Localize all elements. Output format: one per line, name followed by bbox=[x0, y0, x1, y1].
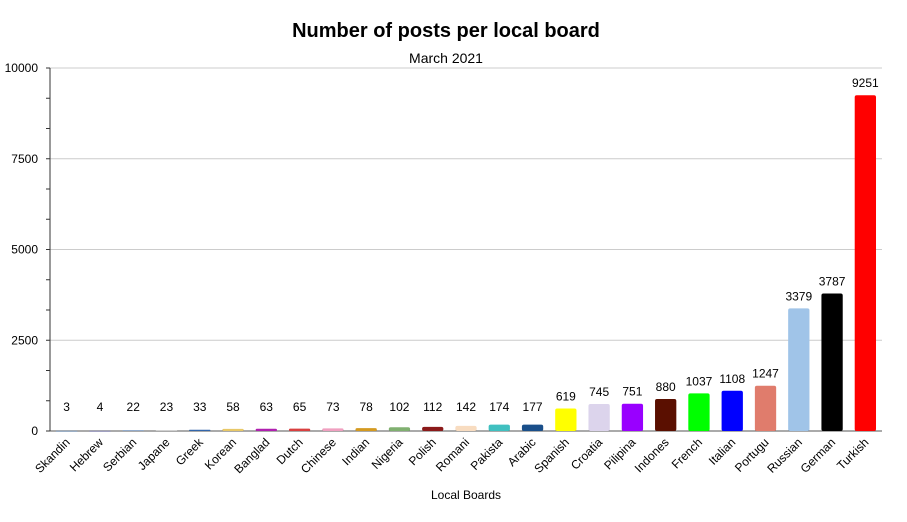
bar-arabic bbox=[521, 424, 544, 431]
bar-hebrew bbox=[89, 430, 111, 432]
data-label: 58 bbox=[226, 400, 240, 414]
y-tick-label: 2500 bbox=[11, 333, 38, 347]
data-label: 142 bbox=[456, 400, 476, 414]
bar-german bbox=[821, 293, 843, 431]
bar-french bbox=[688, 393, 710, 431]
data-labels: 3 4 22 23 33 58 63 65 73 78 102 112 142 174 177 619 745 7… bbox=[63, 76, 879, 414]
x-tick-label: Serbian bbox=[100, 435, 139, 474]
data-label: 112 bbox=[423, 400, 442, 414]
bar-greek bbox=[189, 429, 211, 431]
x-tick-label: Hebrew bbox=[67, 435, 106, 474]
data-label: 33 bbox=[193, 400, 207, 414]
bar-serbian bbox=[122, 430, 144, 431]
x-tick-label: Japane bbox=[135, 435, 173, 473]
data-label: 4 bbox=[97, 400, 104, 414]
data-label: 880 bbox=[656, 380, 676, 394]
bar-banglad bbox=[255, 428, 277, 431]
bar-spanish bbox=[555, 408, 577, 431]
y-tick-label: 5000 bbox=[11, 243, 38, 257]
bar-italian bbox=[721, 390, 743, 431]
data-label: 3379 bbox=[785, 289, 812, 303]
x-tick-label: Indones bbox=[632, 435, 672, 475]
bar-pakista bbox=[488, 424, 510, 431]
data-label: 23 bbox=[160, 400, 174, 414]
y-tick-label: 10000 bbox=[5, 61, 39, 75]
x-tick-label: French bbox=[669, 435, 705, 471]
bar-korean bbox=[222, 428, 244, 431]
bar-croatia bbox=[588, 403, 610, 431]
y-tick-label: 7500 bbox=[11, 152, 38, 166]
data-label: 22 bbox=[127, 400, 141, 414]
bar-nigeria bbox=[388, 427, 411, 431]
data-label: 9251 bbox=[852, 76, 879, 90]
bars bbox=[55, 95, 877, 432]
data-label: 63 bbox=[260, 400, 274, 414]
x-tick-label: Chinese bbox=[298, 435, 339, 476]
bar-russian bbox=[788, 308, 810, 431]
x-tick-label: Portugu bbox=[732, 435, 772, 475]
bar-pilipina bbox=[621, 403, 644, 431]
bar-skandin bbox=[55, 430, 78, 432]
data-label: 3 bbox=[63, 400, 70, 414]
data-label: 177 bbox=[523, 400, 543, 414]
x-tick-label: Skandin bbox=[32, 435, 73, 476]
chart-title: Number of posts per local board bbox=[292, 20, 600, 42]
data-label: 619 bbox=[556, 390, 576, 404]
chart-subtitle: March 2021 bbox=[409, 50, 483, 66]
x-tick-label: Croatia bbox=[568, 435, 605, 472]
y-axis: 0 2500 5000 7500 10000 bbox=[5, 61, 51, 438]
x-tick-label: Nigeria bbox=[369, 435, 406, 472]
bar-japane bbox=[155, 430, 178, 431]
x-tick-label: Turkish bbox=[834, 435, 871, 472]
data-label: 751 bbox=[622, 385, 642, 399]
bar-romani bbox=[455, 425, 477, 431]
data-label: 1247 bbox=[752, 367, 779, 381]
x-axis-label: Local Boards bbox=[431, 488, 501, 502]
bar-portugu bbox=[754, 385, 777, 431]
data-label: 102 bbox=[389, 400, 409, 414]
data-label: 745 bbox=[589, 385, 609, 399]
data-label: 174 bbox=[489, 400, 509, 414]
bar-turkish bbox=[854, 95, 877, 432]
bar-chinese bbox=[322, 428, 344, 431]
x-tick-label: Romani bbox=[433, 435, 472, 474]
bar-dutch bbox=[288, 428, 311, 431]
data-label: 1108 bbox=[719, 372, 745, 386]
y-tick-label: 0 bbox=[31, 424, 38, 438]
x-tick-label: Indian bbox=[339, 435, 372, 468]
data-label: 78 bbox=[359, 400, 373, 414]
bar-indones bbox=[655, 399, 677, 431]
data-label: 65 bbox=[293, 400, 307, 414]
bar-indian bbox=[355, 428, 377, 431]
x-tick-label: Pakista bbox=[468, 435, 506, 473]
x-tick-label: Banglad bbox=[231, 435, 272, 476]
data-label: 73 bbox=[326, 400, 340, 414]
x-tick-label: Spanish bbox=[531, 435, 572, 476]
grid-lines bbox=[50, 67, 882, 432]
x-tick-label: German bbox=[798, 435, 839, 476]
data-label: 1037 bbox=[686, 374, 713, 388]
data-label: 3787 bbox=[819, 275, 846, 289]
x-tick-label: Russian bbox=[764, 435, 805, 476]
bar-polish bbox=[422, 426, 444, 431]
